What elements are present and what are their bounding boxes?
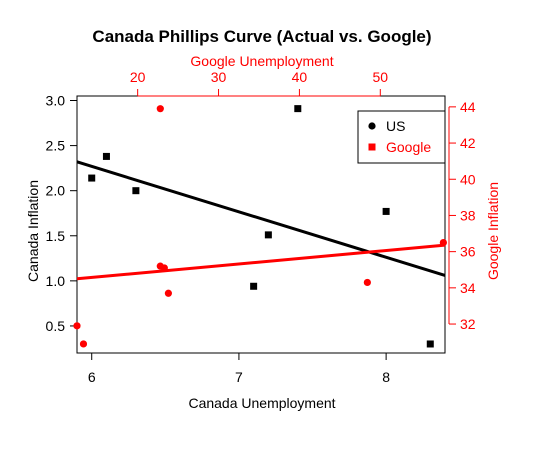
point-google: [156, 105, 164, 113]
right-tick-label: 42: [460, 135, 476, 151]
left-tick-label: 3.0: [46, 93, 66, 109]
top-axis-label: Google Unemployment: [190, 53, 333, 69]
right-tick-label: 36: [460, 244, 476, 260]
legend-label-us: US: [386, 118, 405, 134]
left-tick-label: 0.5: [46, 318, 66, 334]
point-us: [294, 105, 302, 113]
bottom-tick-label: 7: [235, 369, 243, 385]
left-tick-label: 2.5: [46, 138, 66, 154]
point-us: [132, 187, 140, 195]
bottom-tick-label: 8: [382, 369, 390, 385]
point-google: [79, 340, 88, 348]
top-tick-label: 50: [373, 69, 389, 85]
point-us: [382, 207, 390, 215]
point-google: [439, 238, 447, 247]
left-axis-label: Canada Inflation: [25, 180, 41, 282]
fit-line-google: [76, 243, 446, 281]
legend-label-google: Google: [386, 139, 431, 155]
right-tick-label: 44: [460, 99, 476, 115]
point-google: [363, 278, 371, 287]
fit-line-us: [76, 160, 446, 277]
point-google: [160, 264, 168, 272]
right-tick-label: 38: [460, 207, 476, 223]
fit-lines: [76, 160, 446, 281]
left-tick-label: 1.0: [46, 273, 66, 289]
left-tick-label: 2.0: [46, 183, 66, 199]
top-tick-label: 40: [292, 69, 308, 85]
top-tick-label: 30: [211, 69, 227, 85]
legend-box: [357, 110, 446, 164]
right-axis-label: Google Inflation: [485, 182, 501, 280]
point-google: [164, 289, 172, 297]
right-tick-label: 40: [460, 171, 476, 187]
point-us: [88, 174, 96, 182]
right-tick-label: 32: [460, 316, 476, 332]
right-tick-label: 34: [460, 280, 476, 296]
axis-ticks: 6 7 8 0.5 1.0 1.5 2.0 2.5 3.0 20 30 40 50 32 34 36 38 40 4…: [46, 69, 476, 385]
legend-key-us: [368, 122, 376, 130]
point-google: [73, 322, 81, 330]
bottom-tick-label: 6: [88, 369, 96, 385]
point-us: [426, 340, 434, 348]
bottom-axis-label: Canada Unemployment: [188, 395, 335, 411]
top-tick-label: 20: [130, 69, 146, 85]
legend: US Google: [357, 110, 446, 164]
left-tick-label: 1.5: [46, 228, 66, 244]
legend-key-google: [368, 143, 376, 151]
chart-title: Canada Phillips Curve (Actual vs. Google…: [92, 27, 431, 46]
point-us: [250, 282, 258, 290]
data-points: [73, 105, 447, 348]
point-us: [102, 152, 110, 160]
point-us: [264, 231, 272, 239]
